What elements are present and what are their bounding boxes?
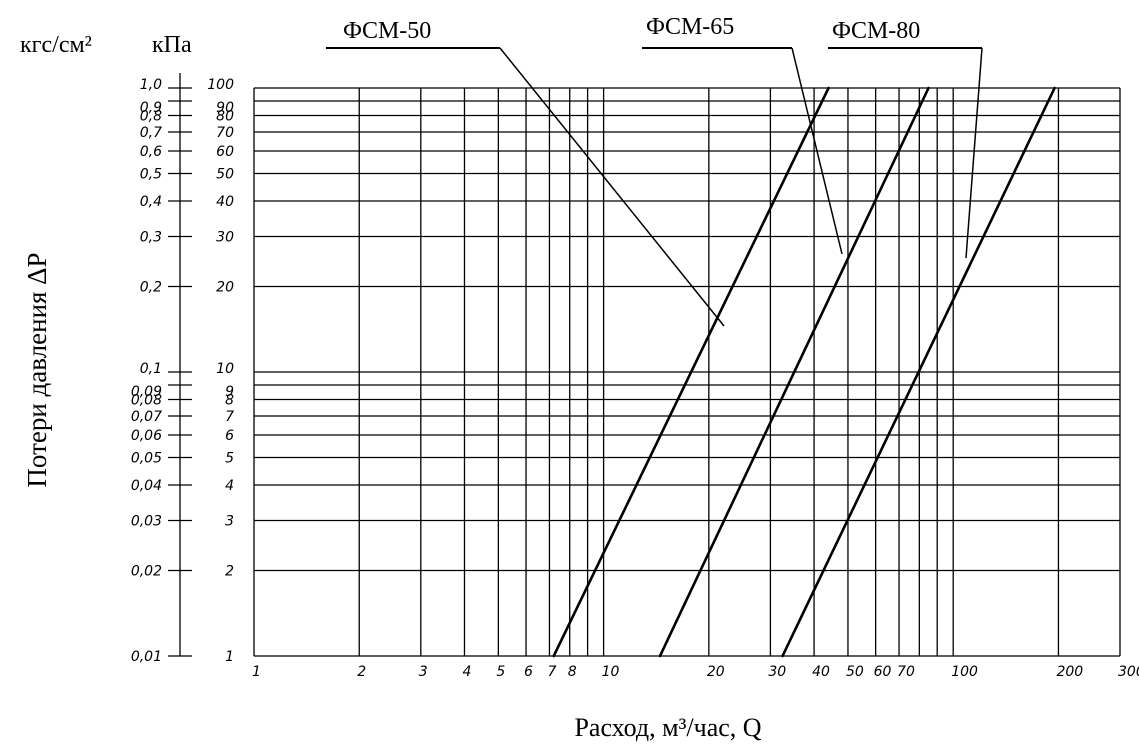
series-lines (552, 86, 1056, 658)
x-tick-label: 7 (547, 664, 556, 680)
series-callout-label: ФСМ-80 (832, 18, 920, 44)
x-tick-label: 5 (496, 664, 505, 680)
x-tick-label: 6 (524, 664, 533, 680)
y-unit-kgf: кгс/см² (20, 32, 92, 58)
y-tick-label-kpa: 1 (225, 649, 234, 665)
y-tick-label-kpa: 3 (225, 513, 234, 529)
y-unit-kpa: кПа (152, 32, 192, 58)
y-tick-label-kpa: 10 (216, 361, 234, 377)
y-tick-label-kgf: 0,03 (131, 513, 162, 529)
x-tick-labels: 1 2 3 4 5 678 10 20 30 40 50 60 70 100 200 300 (252, 664, 1139, 680)
y-tick-label-kgf: 0,01 (131, 649, 162, 665)
x-tick-label: 20 (707, 664, 725, 680)
y-tick-label-kgf: 0,1 (140, 361, 162, 377)
y-tick-label-kpa: 7 (225, 409, 234, 425)
series-callout-label: ФСМ-50 (343, 18, 431, 44)
y-grid-lines (254, 87, 1120, 657)
callout-leader-line (499, 47, 725, 327)
y-tick-label-kgf: 0,06 (131, 428, 162, 444)
y-tick-label-kgf: 0,02 (131, 564, 162, 580)
x-tick-label: 2 (357, 664, 366, 680)
y-tick-label-kgf: 0,08 (131, 393, 162, 409)
y-tick-label-kpa: 60 (216, 144, 234, 160)
y-tick-label-kgf: 0,09 (131, 384, 162, 400)
y-tick-label-kpa: 5 (225, 450, 234, 466)
y-tick-label-kpa: 2 (225, 564, 234, 580)
x-tick-label: 10 (602, 664, 620, 680)
series-line (552, 86, 830, 658)
x-tick-label: 50 (846, 664, 864, 680)
x-tick-label: 100 (951, 664, 978, 680)
y-tick-label-kgf: 0,07 (131, 409, 162, 425)
y-tick-label-kgf: 0,3 (140, 229, 162, 245)
y-tick-label-kgf: 0,5 (140, 166, 162, 182)
y-tick-label-kpa: 8 (225, 393, 234, 409)
series-line (658, 86, 930, 658)
y-tick-label-kgf: 0,2 (140, 280, 162, 296)
x-tick-label: 1 (252, 664, 261, 680)
y-tick-label-kpa: 6 (225, 428, 234, 444)
y-tick-label-kpa: 90 (216, 100, 234, 116)
y-tick-label-kpa: 70 (216, 125, 234, 141)
callout-leader-line (791, 47, 843, 255)
y-tick-label-kpa: 30 (216, 229, 234, 245)
y-tick-label-kgf: 0,05 (131, 450, 162, 466)
x-axis-label: Расход, м³/час, Q (574, 713, 761, 742)
y-tick-label-kgf: 0,9 (140, 100, 162, 116)
y-tick-label-kgf: 1,0 (140, 77, 162, 93)
y-axis (168, 73, 192, 657)
x-tick-label: 8 (568, 664, 577, 680)
y-tick-label-kgf: 0,8 (140, 109, 162, 125)
y-tick-label-kpa: 50 (216, 166, 234, 182)
y-tick-label-kgf: 0,7 (140, 125, 162, 141)
y-tick-label-kpa: 9 (225, 384, 234, 400)
x-tick-label: 40 (812, 664, 830, 680)
y-axis-label: Потери давления ΔР (22, 252, 52, 487)
series-callout-label: ФСМ-65 (646, 14, 734, 40)
x-tick-label: 30 (768, 664, 786, 680)
x-tick-label: 300 (1118, 664, 1139, 680)
y-tick-label-kpa: 20 (216, 280, 234, 296)
y-tick-label-kgf: 0,04 (131, 478, 162, 494)
series-callouts: ФСМ-50 ФСМ-65 ФСМ-80 (326, 14, 983, 327)
series-line (781, 86, 1056, 658)
callout-leader-line (965, 47, 983, 259)
y-tick-label-kpa: 4 (225, 478, 234, 494)
x-tick-label: 3 (419, 664, 428, 680)
x-tick-label: 4 (462, 664, 471, 680)
y-tick-labels-kgf: 0,01 0,02 0,03 0,04 0,05 0,06 0,070,080,09 0,1 0… (131, 77, 162, 665)
x-tick-label: 70 (897, 664, 915, 680)
x-tick-label: 200 (1056, 664, 1083, 680)
y-tick-label-kgf: 0,4 (140, 194, 162, 210)
y-tick-label-kgf: 0,6 (140, 144, 162, 160)
x-tick-label: 60 (874, 664, 892, 680)
y-tick-label-kpa: 40 (216, 194, 234, 210)
y-tick-label-kpa: 100 (207, 77, 234, 93)
y-tick-label-kpa: 80 (216, 109, 234, 125)
